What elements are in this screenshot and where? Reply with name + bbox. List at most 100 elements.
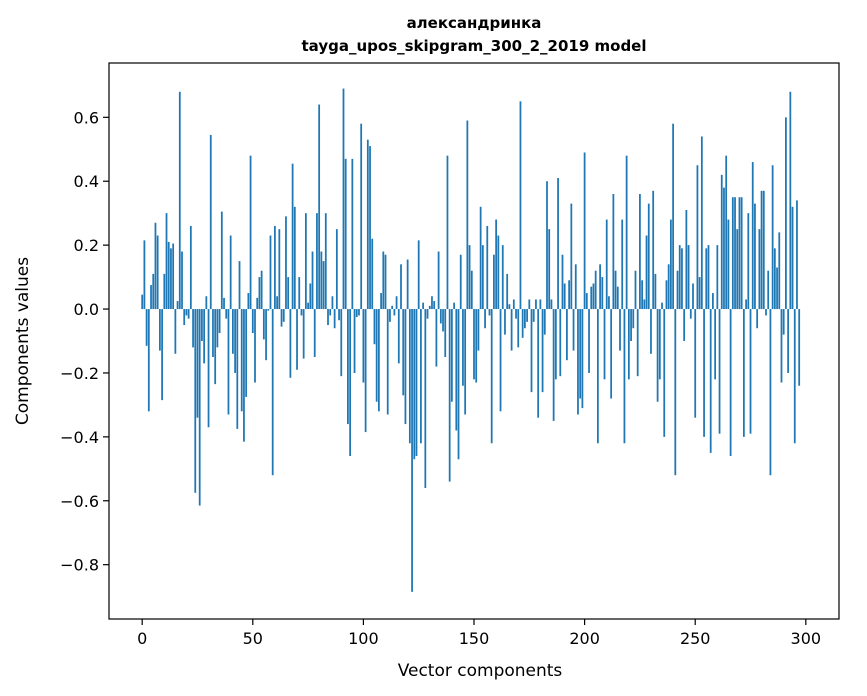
bar (335, 229, 338, 310)
y-tick-label: −0.2 (60, 364, 99, 383)
bar (762, 190, 765, 310)
bar (473, 309, 475, 380)
bar (612, 194, 615, 310)
bar (654, 273, 657, 310)
bar (415, 309, 418, 457)
bar (462, 309, 464, 386)
bar (344, 158, 347, 310)
bar (780, 309, 783, 383)
bar (269, 235, 272, 310)
y-tick-label: −0.4 (60, 428, 99, 447)
bar (353, 309, 356, 373)
y-axis-ticks: −0.8 −0.6 −0.4 −0.2 0.0 0.2 0.4 0.6 (60, 108, 109, 575)
bar (287, 277, 290, 310)
bar (625, 155, 628, 310)
bar (318, 104, 321, 310)
x-axis-label: Vector components (398, 661, 563, 681)
bar (712, 293, 714, 310)
bar (747, 213, 750, 310)
x-tick-label: 200 (569, 629, 600, 648)
bar (669, 219, 672, 310)
bar (645, 235, 648, 310)
bar (683, 309, 686, 341)
bar (729, 309, 732, 457)
bar (787, 309, 790, 373)
bar (608, 296, 610, 310)
bar (523, 309, 526, 329)
bar (623, 309, 626, 444)
bar (167, 241, 170, 310)
bar (754, 203, 756, 310)
bar (488, 309, 491, 316)
bar (619, 309, 621, 351)
bar (260, 270, 263, 310)
bar (201, 309, 203, 341)
bar (194, 309, 197, 493)
bar (393, 309, 396, 316)
y-tick-label: −0.8 (60, 556, 99, 575)
bar (274, 225, 276, 310)
bar (583, 152, 586, 310)
bar (468, 245, 471, 310)
bar (209, 134, 212, 310)
x-tick-label: 250 (680, 629, 711, 648)
bar (316, 213, 318, 310)
bar (495, 219, 498, 310)
bar (271, 309, 274, 476)
bar (369, 146, 371, 310)
bar (559, 309, 562, 377)
bar (621, 219, 624, 310)
bar (386, 309, 389, 415)
bar (678, 245, 681, 310)
bar (285, 216, 287, 310)
bar (216, 309, 219, 348)
bar (309, 283, 312, 310)
bar (426, 309, 429, 319)
bar (751, 162, 754, 310)
bar (557, 178, 559, 310)
bar (464, 309, 467, 415)
x-tick-label: 100 (348, 629, 379, 648)
bar (174, 309, 177, 354)
bar (371, 238, 374, 310)
bar (515, 309, 517, 319)
bar (459, 254, 462, 310)
bar (785, 117, 787, 310)
bar (632, 309, 635, 329)
bar (311, 251, 314, 310)
y-axis-label: Components values (13, 257, 33, 425)
bar (566, 309, 568, 361)
bar (181, 251, 183, 310)
bar (796, 200, 798, 310)
bar (185, 309, 188, 316)
bar (375, 309, 378, 402)
bar (428, 305, 431, 310)
bar (740, 197, 743, 310)
bar (342, 88, 345, 310)
bar (541, 309, 544, 393)
bar (667, 264, 670, 310)
bar (601, 277, 604, 310)
bar (652, 190, 655, 310)
bar (696, 165, 699, 310)
x-tick-label: 50 (243, 629, 263, 648)
bar (329, 309, 332, 316)
bar (716, 245, 719, 310)
bar (552, 309, 555, 421)
bar (254, 309, 256, 383)
bar (773, 248, 776, 310)
bar (358, 309, 360, 316)
bar (499, 309, 502, 412)
bar (630, 309, 632, 341)
x-tick-label: 0 (137, 629, 147, 648)
bar (734, 197, 736, 310)
bar (406, 259, 409, 310)
bar (497, 235, 500, 310)
bar (442, 309, 444, 332)
bar (278, 229, 281, 310)
bar (229, 235, 232, 310)
bar (594, 270, 597, 310)
bar (170, 248, 172, 310)
bar (400, 264, 402, 310)
